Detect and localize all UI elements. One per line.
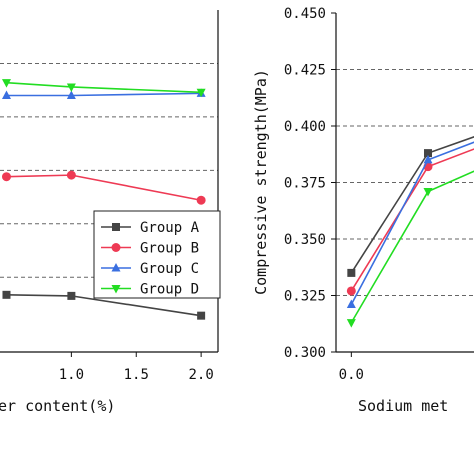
legend-label: Group C — [140, 261, 199, 277]
left-x-ticks: 1.0 1.5 2.0 — [59, 352, 214, 383]
right-series-line — [350, 135, 474, 274]
right-y-axis-label: Compressive strength(MPa) — [252, 69, 270, 295]
right-x-tick-label: 0.0 — [339, 367, 364, 383]
left-x-tick-label: 1.0 — [59, 367, 84, 383]
right-y-tick-label: 0.400 — [284, 119, 326, 135]
right-y-tick-label: 0.425 — [284, 63, 326, 79]
left-data-point — [1, 172, 11, 182]
right-data-point — [423, 154, 433, 164]
right-data-point — [346, 286, 356, 296]
legend-label: Group A — [140, 220, 200, 236]
left-data-point — [197, 311, 206, 320]
legend: Group A Group B Group C Group D — [93, 210, 221, 299]
right-data-point — [346, 299, 356, 309]
left-data-point — [2, 290, 11, 299]
legend-marker — [111, 263, 121, 272]
legend-entries: Group A Group B Group C Group D — [101, 220, 200, 298]
left-x-tick-label: 1.5 — [124, 367, 149, 383]
left-data-point — [196, 88, 206, 98]
right-y-tick-label: 0.325 — [284, 289, 326, 305]
legend-marker — [111, 243, 121, 252]
legend-marker — [111, 285, 121, 294]
left-series-layer — [1, 79, 206, 320]
left-series-line — [6, 174, 202, 202]
right-y-ticks: 0.300 0.325 0.350 0.375 0.400 0.425 0.450 — [284, 6, 336, 361]
right-gridlines — [336, 69, 474, 296]
left-gridlines — [0, 62, 218, 278]
left-data-point — [1, 79, 11, 88]
left-data-point — [66, 90, 76, 99]
right-data-point — [346, 319, 356, 328]
left-data-point — [1, 90, 11, 99]
left-data-point — [196, 195, 206, 205]
right-x-ticks: 0.0 — [339, 352, 364, 383]
right-y-tick-label: 0.300 — [284, 345, 326, 361]
legend-label: Group D — [140, 282, 199, 298]
right-y-tick-label: 0.450 — [284, 6, 326, 22]
left-series-line — [6, 81, 202, 94]
left-data-point — [66, 170, 76, 180]
legend-marker — [112, 223, 120, 231]
right-data-point — [424, 149, 432, 158]
right-y-tick-label: 0.350 — [284, 232, 326, 248]
left-data-point — [67, 291, 76, 300]
right-series-line — [350, 148, 474, 292]
legend-label: Group B — [140, 241, 199, 257]
right-series-layer — [346, 135, 474, 328]
left-series-line — [6, 92, 202, 97]
right-x-axis-label: Sodium met — [358, 397, 448, 415]
right-data-point — [347, 268, 356, 277]
right-data-point — [423, 188, 433, 197]
left-x-tick-label: 2.0 — [188, 367, 213, 383]
left-x-axis-label: er content(%) — [0, 397, 115, 415]
left-data-point — [66, 83, 76, 92]
right-y-tick-label: 0.375 — [284, 176, 326, 192]
